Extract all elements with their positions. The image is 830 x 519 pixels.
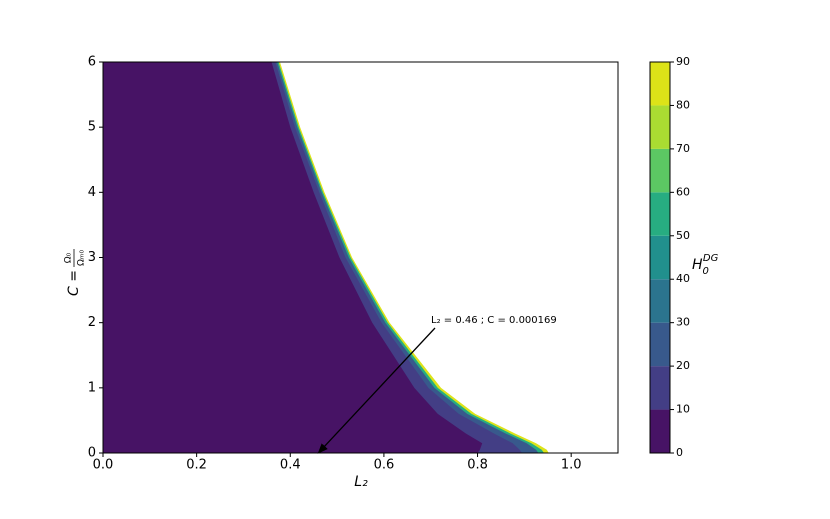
colorbar-band [650, 62, 670, 106]
y-tick-label: 1 [88, 380, 96, 395]
colorbar-band [650, 235, 670, 280]
colorbar-tick-label: 40 [676, 272, 690, 285]
x-axis-label: L₂ [354, 474, 368, 490]
cb-sub: 0 [703, 266, 709, 277]
colorbar-label: H0 DG [692, 253, 719, 277]
y-label-lhs: C = [66, 270, 82, 296]
colorbar-tick-label: 50 [676, 229, 690, 242]
y-tick-label: 3 [88, 250, 96, 265]
colorbar-band [650, 366, 670, 410]
x-tick-label: 0.8 [467, 458, 488, 473]
colorbar-tick-label: 0 [676, 446, 683, 459]
colorbar-band [650, 279, 670, 323]
y-tick-label: 6 [88, 55, 96, 70]
colorbar-band [650, 192, 670, 236]
colorbar-frame [649, 61, 671, 454]
x-tick-label: 0.4 [280, 458, 301, 473]
y-tick-label: 4 [88, 185, 96, 200]
plot-area [103, 62, 549, 453]
annotation-arrow [317, 327, 436, 454]
colorbar-band [650, 322, 670, 367]
colorbar-tick-label: 10 [676, 403, 690, 416]
colorbar-tick-label: 20 [676, 359, 690, 372]
colorbar-tick-label: 30 [676, 316, 690, 329]
x-tick-label: 0.6 [374, 458, 395, 473]
cb-sup: DG [703, 253, 719, 264]
x-tick-label: 0.0 [93, 458, 114, 473]
y-tick-label: 5 [88, 120, 96, 135]
y-tick-label: 0 [88, 446, 96, 461]
colorbar-tick-label: 60 [676, 185, 690, 198]
y-tick-label: 2 [88, 315, 96, 330]
x-tick-label: 0.2 [186, 458, 207, 473]
colorbar-band [650, 409, 670, 453]
colorbar-band [650, 105, 670, 149]
colorbar-tick-label: 90 [676, 55, 690, 68]
colorbar-band [650, 148, 670, 193]
contour-band [103, 62, 483, 453]
colorbar-tick-label: 70 [676, 142, 690, 155]
x-tick-label: 1.0 [561, 458, 582, 473]
cb-base: H [692, 257, 703, 273]
colorbar-tick-label: 80 [676, 98, 690, 111]
y-axis-label: C = Ω₀ Ωₘ₀ [64, 249, 87, 296]
annotation-text: L₂ = 0.46 ; C = 0.000169 [431, 315, 557, 326]
y-label-den: Ωₘ₀ [77, 250, 87, 266]
y-label-num: Ω₀ [64, 252, 74, 263]
